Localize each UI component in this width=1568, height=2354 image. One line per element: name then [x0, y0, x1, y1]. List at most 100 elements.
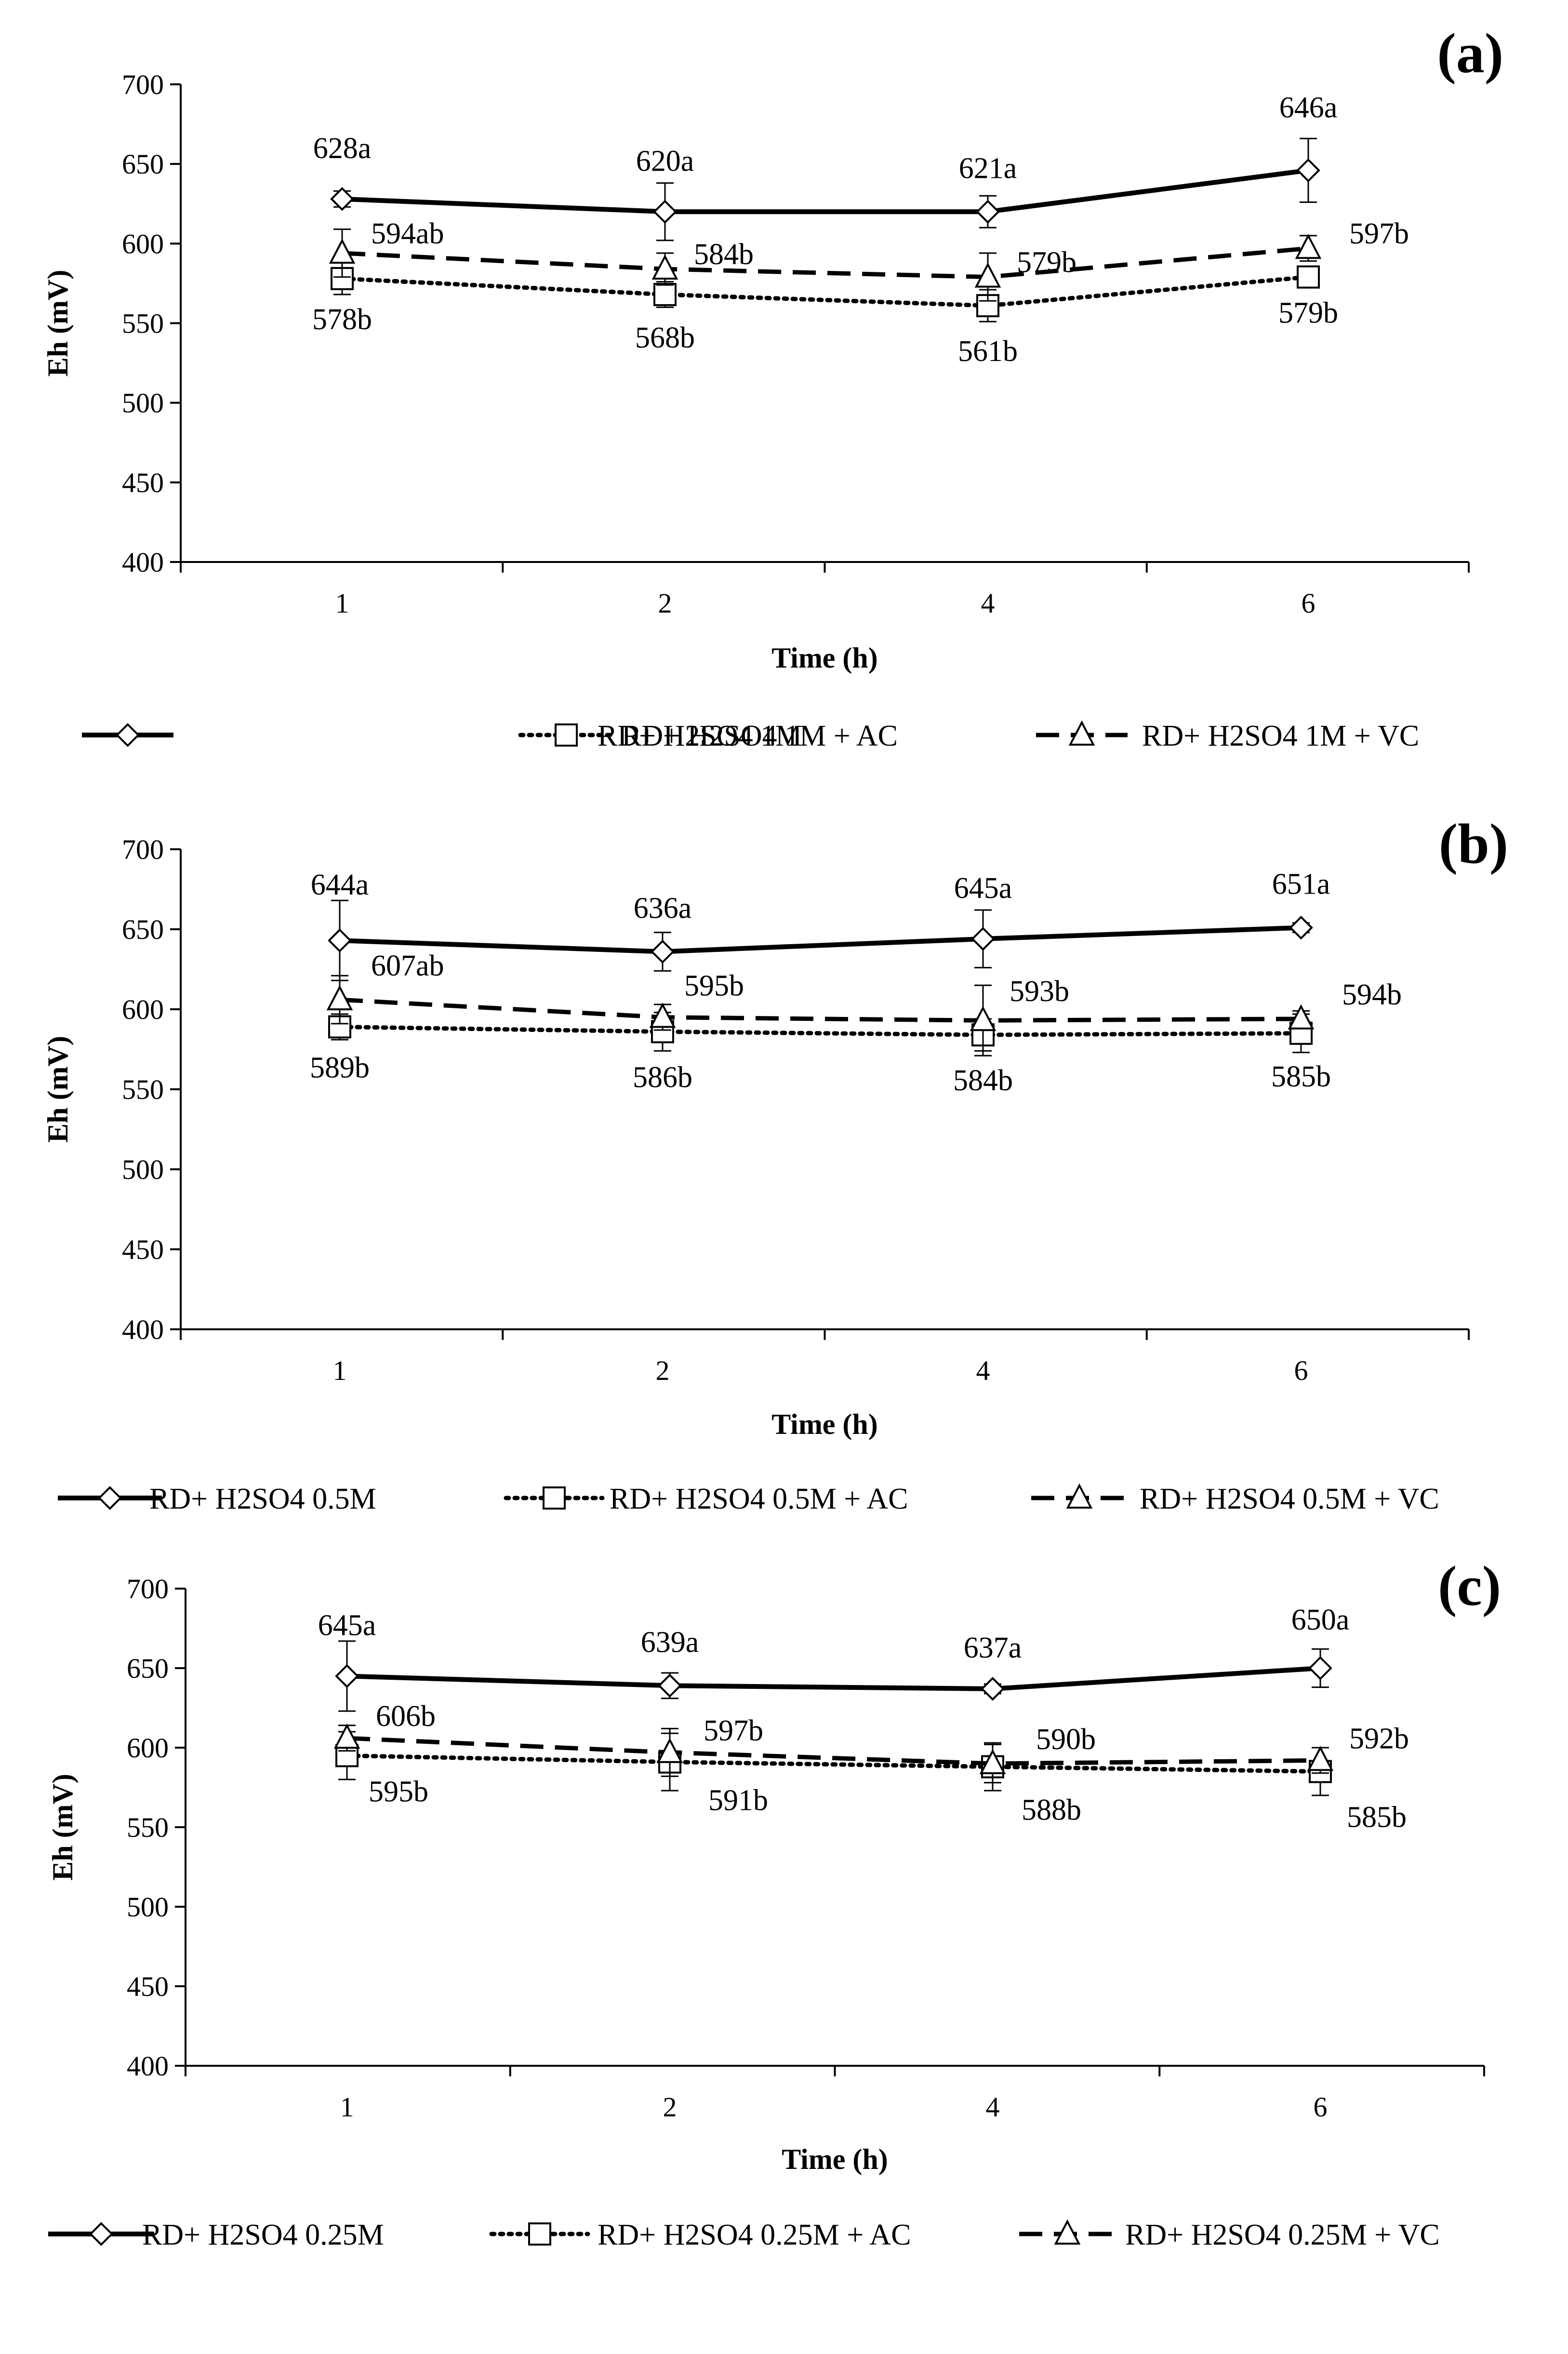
y-tick-label: 550: [122, 1074, 164, 1105]
legend-label: RD+ H2SO4 0.5M + VC: [1140, 1483, 1439, 1515]
data-point: [653, 200, 677, 224]
legend-marker: [1066, 1483, 1093, 1509]
legend-label: RD+ H2SO4 1M + AC: [622, 720, 898, 752]
y-tick-label: 400: [122, 547, 164, 578]
data-point: [333, 1723, 360, 1749]
data-label: 590b: [1036, 1723, 1096, 1756]
legend-marker: [528, 2222, 551, 2246]
series-line: [345, 1753, 1323, 1774]
data-label: 589b: [310, 1052, 370, 1084]
panel-label: (a): [1437, 22, 1503, 85]
x-tick-label: 6: [1314, 2091, 1328, 2123]
data-label: 594ab: [371, 217, 444, 250]
data-label: 621a: [959, 152, 1017, 185]
data-label: 597b: [704, 1714, 763, 1747]
data-label: 584b: [694, 238, 754, 271]
series-line: [340, 275, 1311, 308]
legend: RD+ H2SO4 0.25M RD+ H2SO4 0.25M + AC RD+ H…: [48, 2219, 1440, 2251]
legend-marker: [89, 2222, 113, 2246]
series-0: 628a 620a 621a 646a: [313, 91, 1337, 241]
data-point: [974, 262, 1001, 288]
x-tick-label: 2: [663, 2091, 677, 2123]
legend-label: RD+ H2SO4 0.25M + VC: [1125, 2219, 1440, 2251]
data-label: 639a: [641, 1626, 699, 1658]
data-label: 620a: [636, 145, 694, 177]
data-point: [981, 1677, 1005, 1701]
panel-label: (b): [1439, 812, 1508, 875]
data-label: 645a: [954, 872, 1012, 905]
legend-label: RD+ H2SO4 1M: [598, 720, 802, 752]
panel-label: (c): [1438, 1554, 1501, 1618]
x-tick-label: 1: [335, 588, 349, 619]
series-2: 594ab 584b 579b 597b: [329, 217, 1409, 302]
legend-marker: [1054, 2219, 1081, 2245]
data-point: [328, 928, 352, 953]
x-tick-label: 2: [658, 588, 672, 619]
series-line: [342, 246, 1309, 280]
data-label: 568b: [635, 321, 695, 354]
y-tick-label: 700: [127, 1573, 169, 1605]
data-label: 591b: [708, 1784, 768, 1817]
y-tick-label: 650: [127, 1653, 169, 1684]
x-axis-title: Time (h): [782, 2143, 888, 2175]
data-label: 597b: [1349, 217, 1409, 250]
data-label: 586b: [633, 1061, 692, 1094]
data-point: [653, 283, 677, 307]
data-point: [1296, 158, 1320, 183]
series-1: 578b 568b 561b 579b: [312, 262, 1338, 368]
y-tick-label: 400: [127, 2050, 169, 2082]
data-label: 594b: [1342, 978, 1402, 1011]
legend-label: RD+ H2SO4 1M + VC: [1142, 720, 1419, 752]
data-point: [1289, 915, 1313, 940]
data-label: 595b: [369, 1776, 428, 1808]
y-tick-label: 600: [122, 994, 164, 1025]
legend-label: RD+ H2SO4 0.25M + AC: [598, 2219, 911, 2251]
data-point: [1307, 1746, 1334, 1771]
legend-marker: [555, 723, 578, 747]
legend-label: RD+ H2SO4 0.5M + AC: [610, 1483, 908, 1515]
data-label: 645a: [318, 1609, 376, 1642]
series-0: 645a 639a 637a 650a: [318, 1604, 1349, 1712]
chart-panel-1: 400 450 500 550 600 650 700 1 2 4 6 Time (h) Eh (mV)…: [42, 812, 1508, 1515]
legend-label: RD+ H2SO4 0.5M: [149, 1483, 376, 1515]
data-point: [976, 200, 1000, 224]
data-point: [1308, 1656, 1332, 1680]
data-point: [335, 1664, 359, 1688]
y-axis-title: Eh (mV): [42, 270, 74, 377]
data-label: 607ab: [371, 950, 444, 982]
data-label: 585b: [1271, 1060, 1331, 1093]
legend-marker: [1068, 720, 1095, 746]
data-point: [1297, 265, 1320, 289]
data-point: [970, 1005, 997, 1031]
data-point: [658, 1673, 682, 1698]
y-axis-title: Eh (mV): [42, 1036, 74, 1143]
data-label: 592b: [1349, 1722, 1409, 1755]
x-tick-label: 1: [340, 2091, 354, 2123]
data-label: 579b: [1017, 246, 1076, 279]
y-tick-label: 500: [122, 1154, 164, 1185]
data-label: 593b: [1010, 975, 1069, 1008]
data-label: 606b: [376, 1700, 436, 1733]
legend: RD+ H2SO4 0.5M RD+ H2SO4 0.5M + AC RD+ H2S…: [58, 1483, 1439, 1515]
data-label: 636a: [634, 892, 692, 924]
x-axis-title: Time (h): [771, 1408, 878, 1440]
data-label: 628a: [313, 132, 372, 165]
y-tick-label: 500: [122, 388, 164, 419]
y-tick-label: 650: [122, 914, 164, 945]
y-tick-label: 400: [122, 1314, 164, 1345]
data-point: [1288, 1004, 1315, 1030]
y-tick-label: 650: [122, 148, 164, 180]
x-tick-label: 4: [981, 588, 995, 619]
data-point: [971, 927, 995, 951]
data-label: 585b: [1347, 1801, 1407, 1834]
x-tick-label: 4: [976, 1355, 990, 1386]
series-line: [346, 1666, 1321, 1691]
y-axis-title: Eh (mV): [47, 1774, 79, 1881]
series-0: 644a 636a 645a 651a: [311, 868, 1330, 981]
data-point: [651, 939, 675, 964]
chart-panel-2: 400 450 500 550 600 650 700 1 2 4 6 Time (h) Eh (mV)…: [47, 1554, 1501, 2251]
series-line: [339, 925, 1302, 954]
y-tick-label: 700: [122, 834, 164, 865]
